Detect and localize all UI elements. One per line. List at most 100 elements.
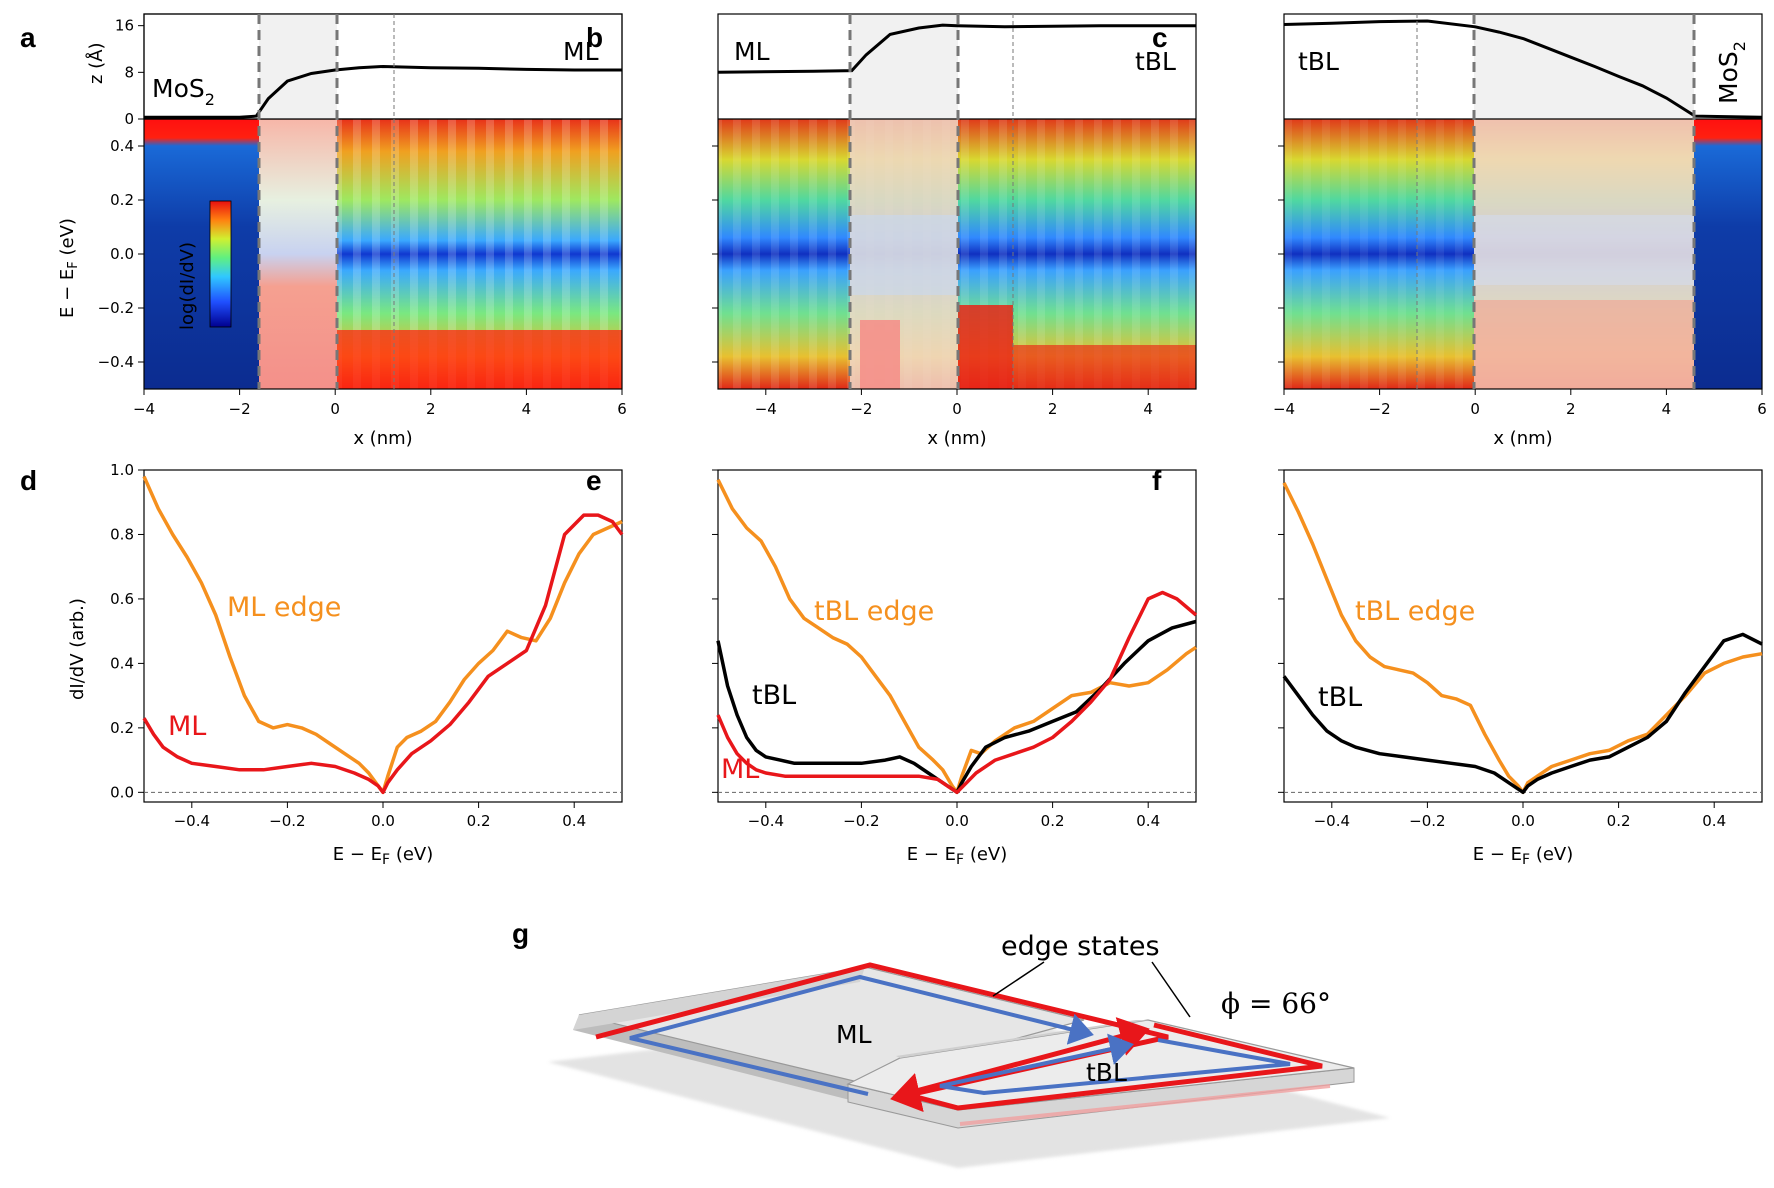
curve-label-ml-d: ML bbox=[168, 711, 206, 742]
panel-label-f: f bbox=[1152, 465, 1162, 496]
y-tick-label: 0.6 bbox=[110, 590, 134, 608]
x-tick-label: −0.2 bbox=[843, 812, 879, 830]
y-tick-label: 0.8 bbox=[110, 525, 134, 543]
x-tick-label: 4 bbox=[1662, 400, 1672, 418]
panel-f: −0.4 −0.2 0.0 0.2 0.4 E − EF (eV) tBL edge t… bbox=[1278, 469, 1763, 868]
y-tick-label: 0.0 bbox=[110, 783, 134, 801]
panel-label-b: b bbox=[586, 22, 603, 53]
panel-a: MoS2 ML log(dI/dV) z (Å) E − EF (eV) x (… bbox=[57, 13, 627, 449]
colorbar bbox=[209, 200, 232, 328]
profile-line-a bbox=[144, 64, 622, 119]
x-tick-label: 6 bbox=[1757, 400, 1767, 418]
y-tick-label: 0.0 bbox=[110, 245, 134, 263]
panel-d: −0.4 −0.2 0.0 0.2 0.4 0.0 0.2 0.4 0.6 0.8 1.0 dI/d… bbox=[67, 461, 624, 868]
x-tick-label: 0 bbox=[1470, 400, 1480, 418]
profile-line-c bbox=[1283, 19, 1763, 119]
y-tick-label: 0.2 bbox=[110, 191, 134, 209]
panel-label-d: d bbox=[20, 465, 37, 496]
ml-inner-edge-state bbox=[629, 974, 1094, 1096]
x-axis-label-b: x (nm) bbox=[927, 428, 986, 449]
panel-c: tBL MoS2 x (nm) −4 −2 0 2 4 6 bbox=[1273, 13, 1767, 449]
x-tick-label: 0.2 bbox=[467, 812, 491, 830]
x-tick-label: −0.4 bbox=[748, 812, 784, 830]
x-tick-label: −2 bbox=[229, 400, 251, 418]
y-axis-label-d: dI/dV (arb.) bbox=[67, 598, 88, 700]
x-tick-label: 0.4 bbox=[562, 812, 586, 830]
heatmap-c bbox=[1284, 119, 1762, 389]
curve-label-tbl-e: tBL bbox=[752, 680, 796, 711]
region-label-tbl-c: tBL bbox=[1298, 47, 1339, 76]
schematic-label-tbl: tBL bbox=[1086, 1058, 1127, 1087]
tbl-outer-edge-state bbox=[895, 1017, 1323, 1111]
x-tick-label: 0.0 bbox=[945, 812, 969, 830]
x-tick-label: 0.4 bbox=[1702, 812, 1726, 830]
x-axis-label-e: E − EF (eV) bbox=[907, 844, 1008, 868]
panel-e: −0.4 −0.2 0.0 0.2 0.4 E − EF (eV) tBL edge t… bbox=[712, 469, 1198, 868]
x-tick-label: 0.2 bbox=[1607, 812, 1631, 830]
x-tick-label: 0.2 bbox=[1041, 812, 1065, 830]
x-tick-label: 2 bbox=[1048, 400, 1058, 418]
z-tick-label: 16 bbox=[115, 17, 134, 35]
annotation-edge-states: edge states bbox=[1001, 931, 1160, 962]
x-tick-label: 4 bbox=[522, 400, 532, 418]
y-tick-label: 0.2 bbox=[110, 719, 134, 737]
panel-b: ML tBL x (nm) −4 −2 0 2 4 bbox=[712, 13, 1197, 449]
x-tick-label: 0 bbox=[330, 400, 340, 418]
curve-label-tbl-edge-f: tBL edge bbox=[1355, 596, 1475, 627]
y-tick-label: 1.0 bbox=[110, 461, 134, 479]
x-tick-label: 0.0 bbox=[371, 812, 395, 830]
panel-g-schematic: ML tBL edge states ϕ = 66° bbox=[548, 931, 1390, 1168]
panel-label-e: e bbox=[586, 465, 602, 496]
panel-label-g: g bbox=[512, 918, 529, 949]
colorbar-label: log(dI/dV) bbox=[177, 242, 198, 330]
heatmap-a bbox=[144, 119, 622, 389]
twist-angle-label: ϕ = 66° bbox=[1221, 987, 1331, 1020]
region-label-mos2-a: MoS2 bbox=[152, 74, 215, 109]
y-tick-label: −0.2 bbox=[98, 299, 134, 317]
edge-states-pointer-right bbox=[1151, 961, 1191, 1018]
z-tick-label: 8 bbox=[124, 63, 134, 81]
y-tick-label: 0.4 bbox=[110, 137, 134, 155]
x-tick-label: 0.0 bbox=[1511, 812, 1535, 830]
profile-line-b bbox=[717, 23, 1196, 74]
x-axis-label-d: E − EF (eV) bbox=[333, 844, 434, 868]
curve-label-ml-e: ML bbox=[721, 754, 759, 785]
x-tick-label: −0.2 bbox=[1409, 812, 1445, 830]
x-tick-label: 0 bbox=[952, 400, 962, 418]
x-tick-label: 2 bbox=[1566, 400, 1576, 418]
series-line-ml bbox=[142, 513, 624, 795]
series-line-ml bbox=[716, 590, 1198, 795]
series-line-ml-edge bbox=[142, 475, 623, 795]
x-tick-label: 6 bbox=[617, 400, 627, 418]
z-tick-label: 0 bbox=[124, 110, 134, 128]
curve-label-tbl-edge-e: tBL edge bbox=[814, 596, 934, 627]
series-line-tbl-edge bbox=[716, 478, 1197, 795]
y-tick-label: −0.4 bbox=[98, 353, 134, 371]
x-tick-label: 0.4 bbox=[1136, 812, 1160, 830]
x-tick-label: 2 bbox=[426, 400, 436, 418]
energy-axis-label-a: E − EF (eV) bbox=[57, 218, 81, 318]
x-tick-label: −4 bbox=[1273, 400, 1295, 418]
x-axis-label-f: E − EF (eV) bbox=[1473, 844, 1574, 868]
region-label-ml-b: ML bbox=[734, 37, 770, 66]
z-axis-label-a: z (Å) bbox=[85, 42, 107, 84]
region-label-tbl-b: tBL bbox=[1135, 47, 1176, 76]
region-label-mos2-c: MoS2 bbox=[1714, 41, 1749, 104]
region-label-ml-a: ML bbox=[563, 37, 599, 66]
x-tick-label: −0.2 bbox=[269, 812, 305, 830]
x-tick-label: −0.4 bbox=[1314, 812, 1350, 830]
x-tick-label: −4 bbox=[133, 400, 155, 418]
x-tick-label: −2 bbox=[850, 400, 872, 418]
panel-label-c: c bbox=[1152, 22, 1168, 53]
series-line-tbl-edge bbox=[1282, 482, 1763, 795]
curve-label-ml-edge: ML edge bbox=[227, 592, 341, 623]
curve-label-tbl-f: tBL bbox=[1318, 682, 1362, 713]
x-tick-label: 4 bbox=[1143, 400, 1153, 418]
schematic-label-ml: ML bbox=[836, 1020, 872, 1049]
y-tick-label: 0.4 bbox=[110, 654, 134, 672]
x-tick-label: −4 bbox=[755, 400, 777, 418]
x-tick-label: −0.4 bbox=[174, 812, 210, 830]
x-axis-label-c: x (nm) bbox=[1493, 428, 1552, 449]
series-line-tbl bbox=[1282, 632, 1763, 795]
